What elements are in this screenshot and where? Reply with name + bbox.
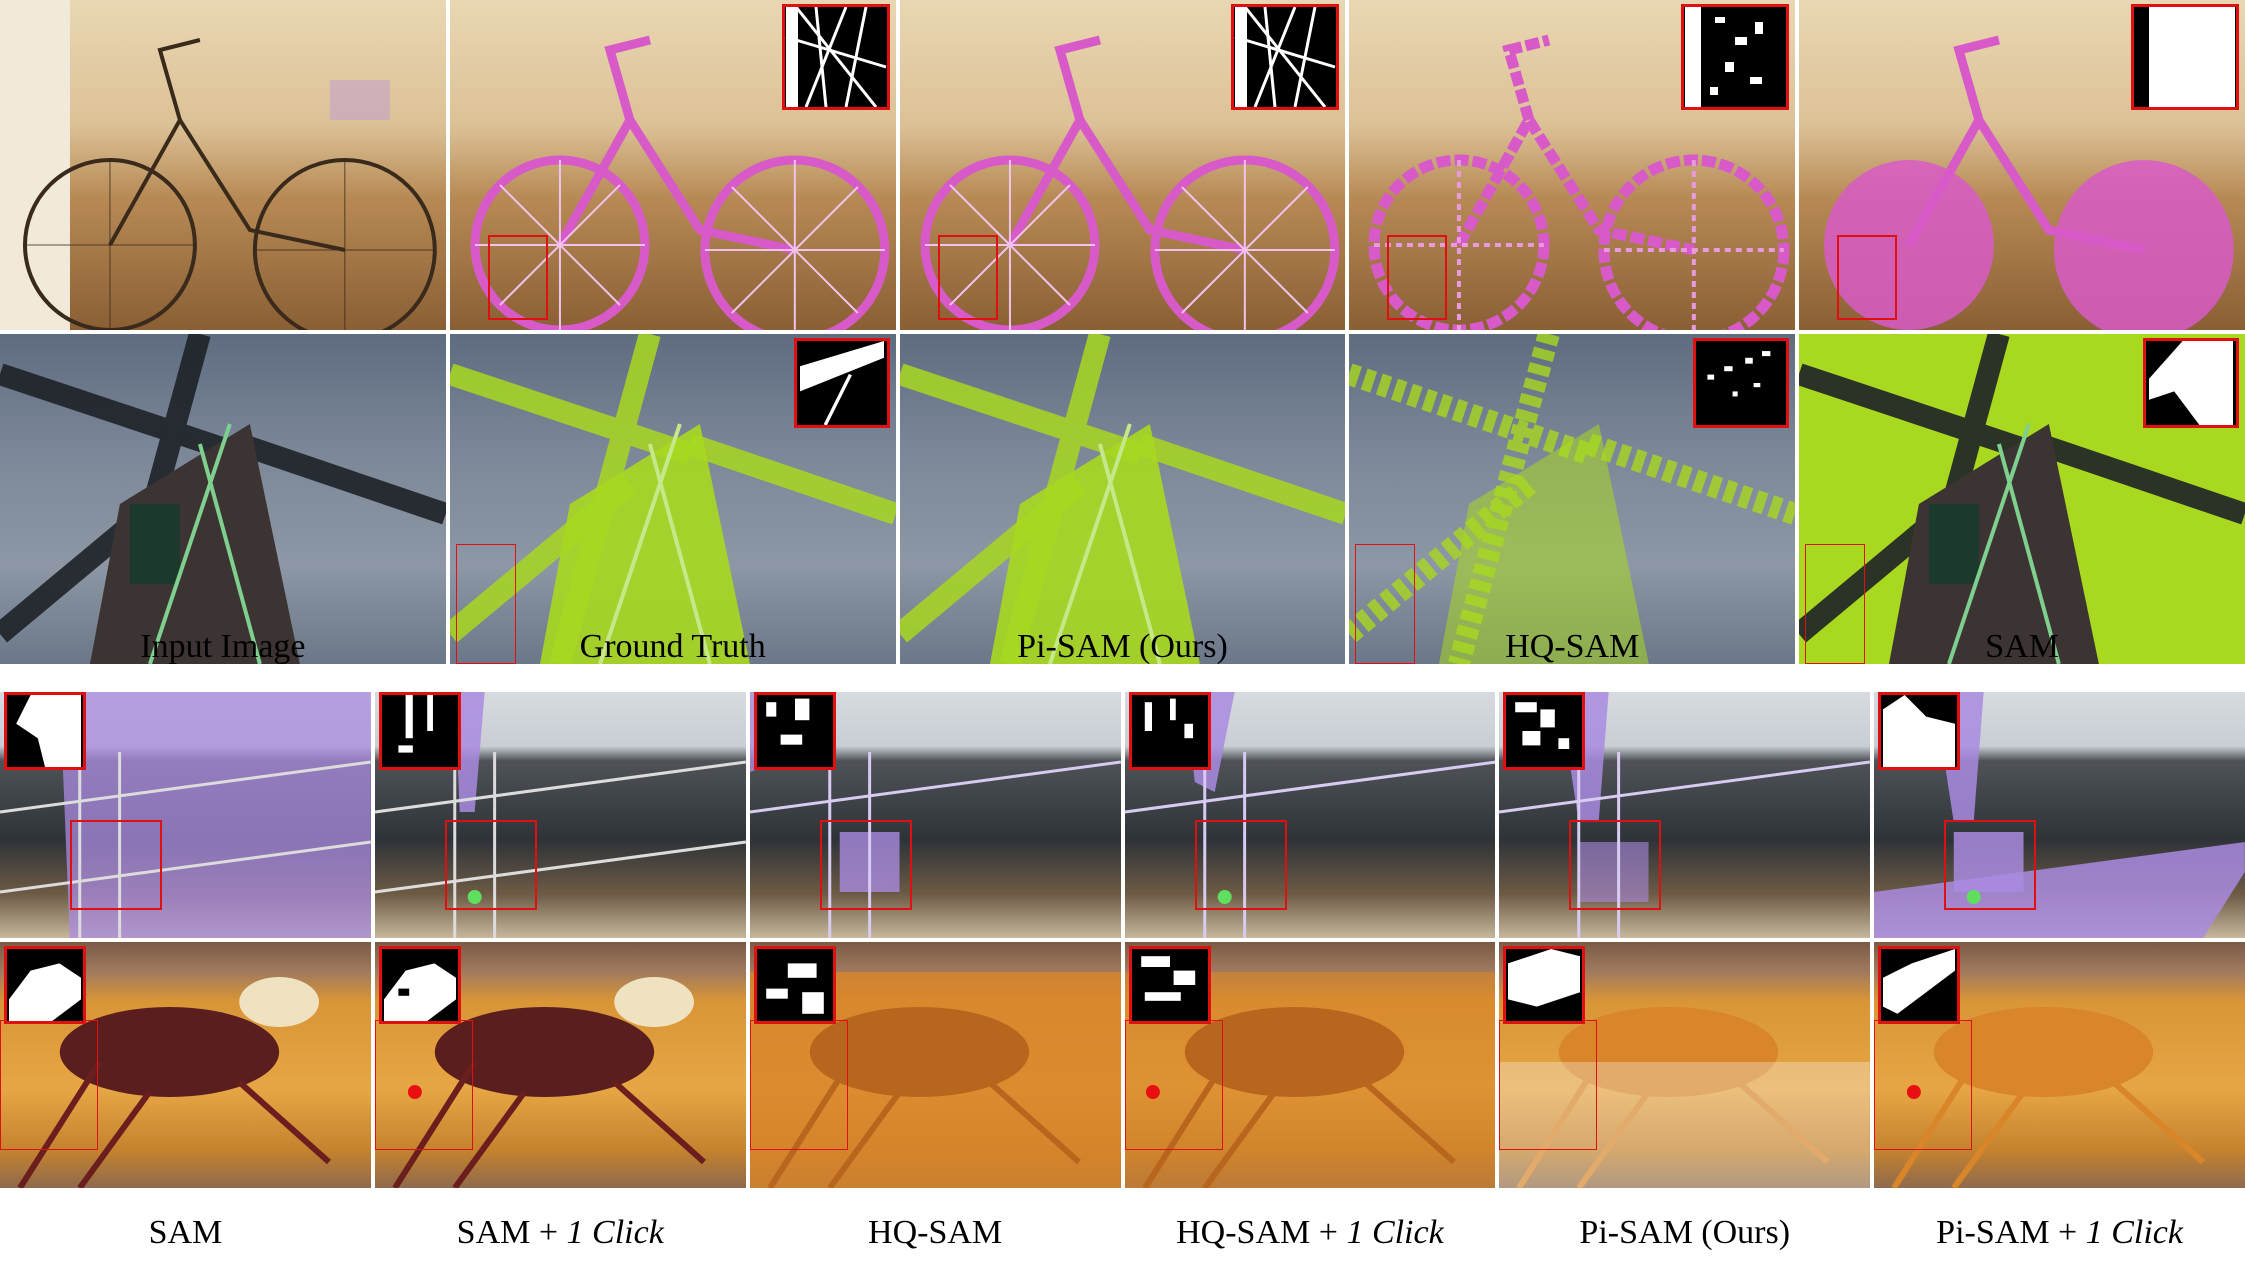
mask-zoom-inset — [753, 946, 836, 1024]
mask-zoom-inset — [1231, 4, 1340, 110]
caption-pi-sam: Pi-SAM (Ours) — [1579, 1214, 1791, 1251]
zoom-region-box — [1944, 820, 2037, 910]
bicycle-sam — [1799, 0, 2245, 330]
bicycle-ground-truth — [449, 0, 896, 330]
boat-pi-sam-1-click — [1874, 692, 2245, 938]
boat-sam-1-click — [374, 692, 746, 938]
zoom-region-box — [455, 544, 516, 664]
zoom-region-box — [1194, 820, 1287, 910]
caption-hq-sam: HQ-SAM — [868, 1214, 1003, 1251]
zoom-region-box — [1355, 544, 1416, 664]
mask-zoom-inset — [378, 692, 461, 770]
mask-zoom-inset — [1693, 338, 1790, 428]
mask-zoom-inset — [4, 692, 86, 770]
caption-input-image: Input Image — [140, 628, 306, 665]
zoom-region-box — [374, 1020, 473, 1150]
mask-zoom-inset — [1878, 692, 1961, 770]
caption-sam: SAM — [1985, 628, 2059, 665]
windmill-ground-truth — [449, 334, 896, 664]
boat-pi-sam — [1499, 692, 1871, 938]
caption-pi-sam-1-click: Pi-SAM + 1 Click — [1936, 1214, 2183, 1251]
zoom-region-box — [819, 820, 912, 910]
mask-zoom-inset — [793, 338, 890, 428]
zoom-region-box — [1805, 544, 1866, 664]
bicycle-pi-sam — [899, 0, 1346, 330]
caption-sam-1-click: SAM + 1 Click — [456, 1214, 664, 1251]
mask-zoom-inset — [753, 692, 836, 770]
zoom-region-box — [937, 235, 998, 320]
caption-ground-truth: Ground Truth — [579, 628, 766, 665]
bicycle-input-image — [0, 0, 446, 330]
zoom-region-box — [487, 235, 548, 320]
boat-hq-sam-1-click — [1124, 692, 1496, 938]
lobster-pi-sam — [1499, 942, 1871, 1188]
mask-zoom-inset — [1681, 4, 1790, 110]
windmill-input-image — [0, 334, 446, 664]
lobster-pi-sam-1-click — [1874, 942, 2245, 1188]
mask-zoom-inset — [1503, 946, 1586, 1024]
zoom-region-box — [70, 820, 162, 910]
mask-zoom-inset — [1128, 946, 1211, 1024]
caption-pi-sam: Pi-SAM (Ours) — [1017, 628, 1228, 665]
boat-hq-sam — [749, 692, 1121, 938]
zoom-region-box — [1387, 235, 1448, 320]
mask-zoom-inset — [1878, 946, 1961, 1024]
windmill-pi-sam — [899, 334, 1346, 664]
lobster-sam-1-click — [374, 942, 746, 1188]
boat-sam — [0, 692, 371, 938]
windmill-sam — [1799, 334, 2245, 664]
zoom-region-box — [749, 1020, 848, 1150]
mask-zoom-inset — [1128, 692, 1211, 770]
caption-sam: SAM — [148, 1214, 223, 1251]
lobster-hq-sam — [749, 942, 1121, 1188]
mask-zoom-inset — [378, 946, 461, 1024]
top-caption-row: Input Image Ground Truth Pi-SAM (Ours) H… — [0, 622, 2245, 672]
caption-hq-sam-1-click: HQ-SAM + 1 Click — [1176, 1214, 1444, 1251]
windmill-hq-sam — [1349, 334, 1796, 664]
bottom-comparison-grid — [0, 692, 2245, 1188]
zoom-region-box — [1569, 820, 1662, 910]
mask-zoom-inset — [2130, 4, 2239, 110]
bottom-caption-row: SAM SAM + 1 Click HQ-SAM HQ-SAM + 1 Clic… — [0, 1208, 2245, 1258]
zoom-region-box — [1837, 235, 1898, 320]
lobster-sam — [0, 942, 371, 1188]
mask-zoom-inset — [2142, 338, 2239, 428]
caption-hq-sam: HQ-SAM — [1505, 628, 1640, 665]
mask-zoom-inset — [4, 946, 86, 1024]
mask-zoom-inset — [1503, 692, 1586, 770]
zoom-region-box — [1499, 1020, 1598, 1150]
zoom-region-box — [0, 1020, 98, 1150]
zoom-region-box — [1874, 1020, 1973, 1150]
zoom-region-box — [1124, 1020, 1223, 1150]
mask-zoom-inset — [781, 4, 890, 110]
lobster-hq-sam-1-click — [1124, 942, 1496, 1188]
bicycle-hq-sam — [1349, 0, 1796, 330]
top-comparison-grid — [0, 0, 2245, 664]
zoom-region-box — [444, 820, 537, 910]
